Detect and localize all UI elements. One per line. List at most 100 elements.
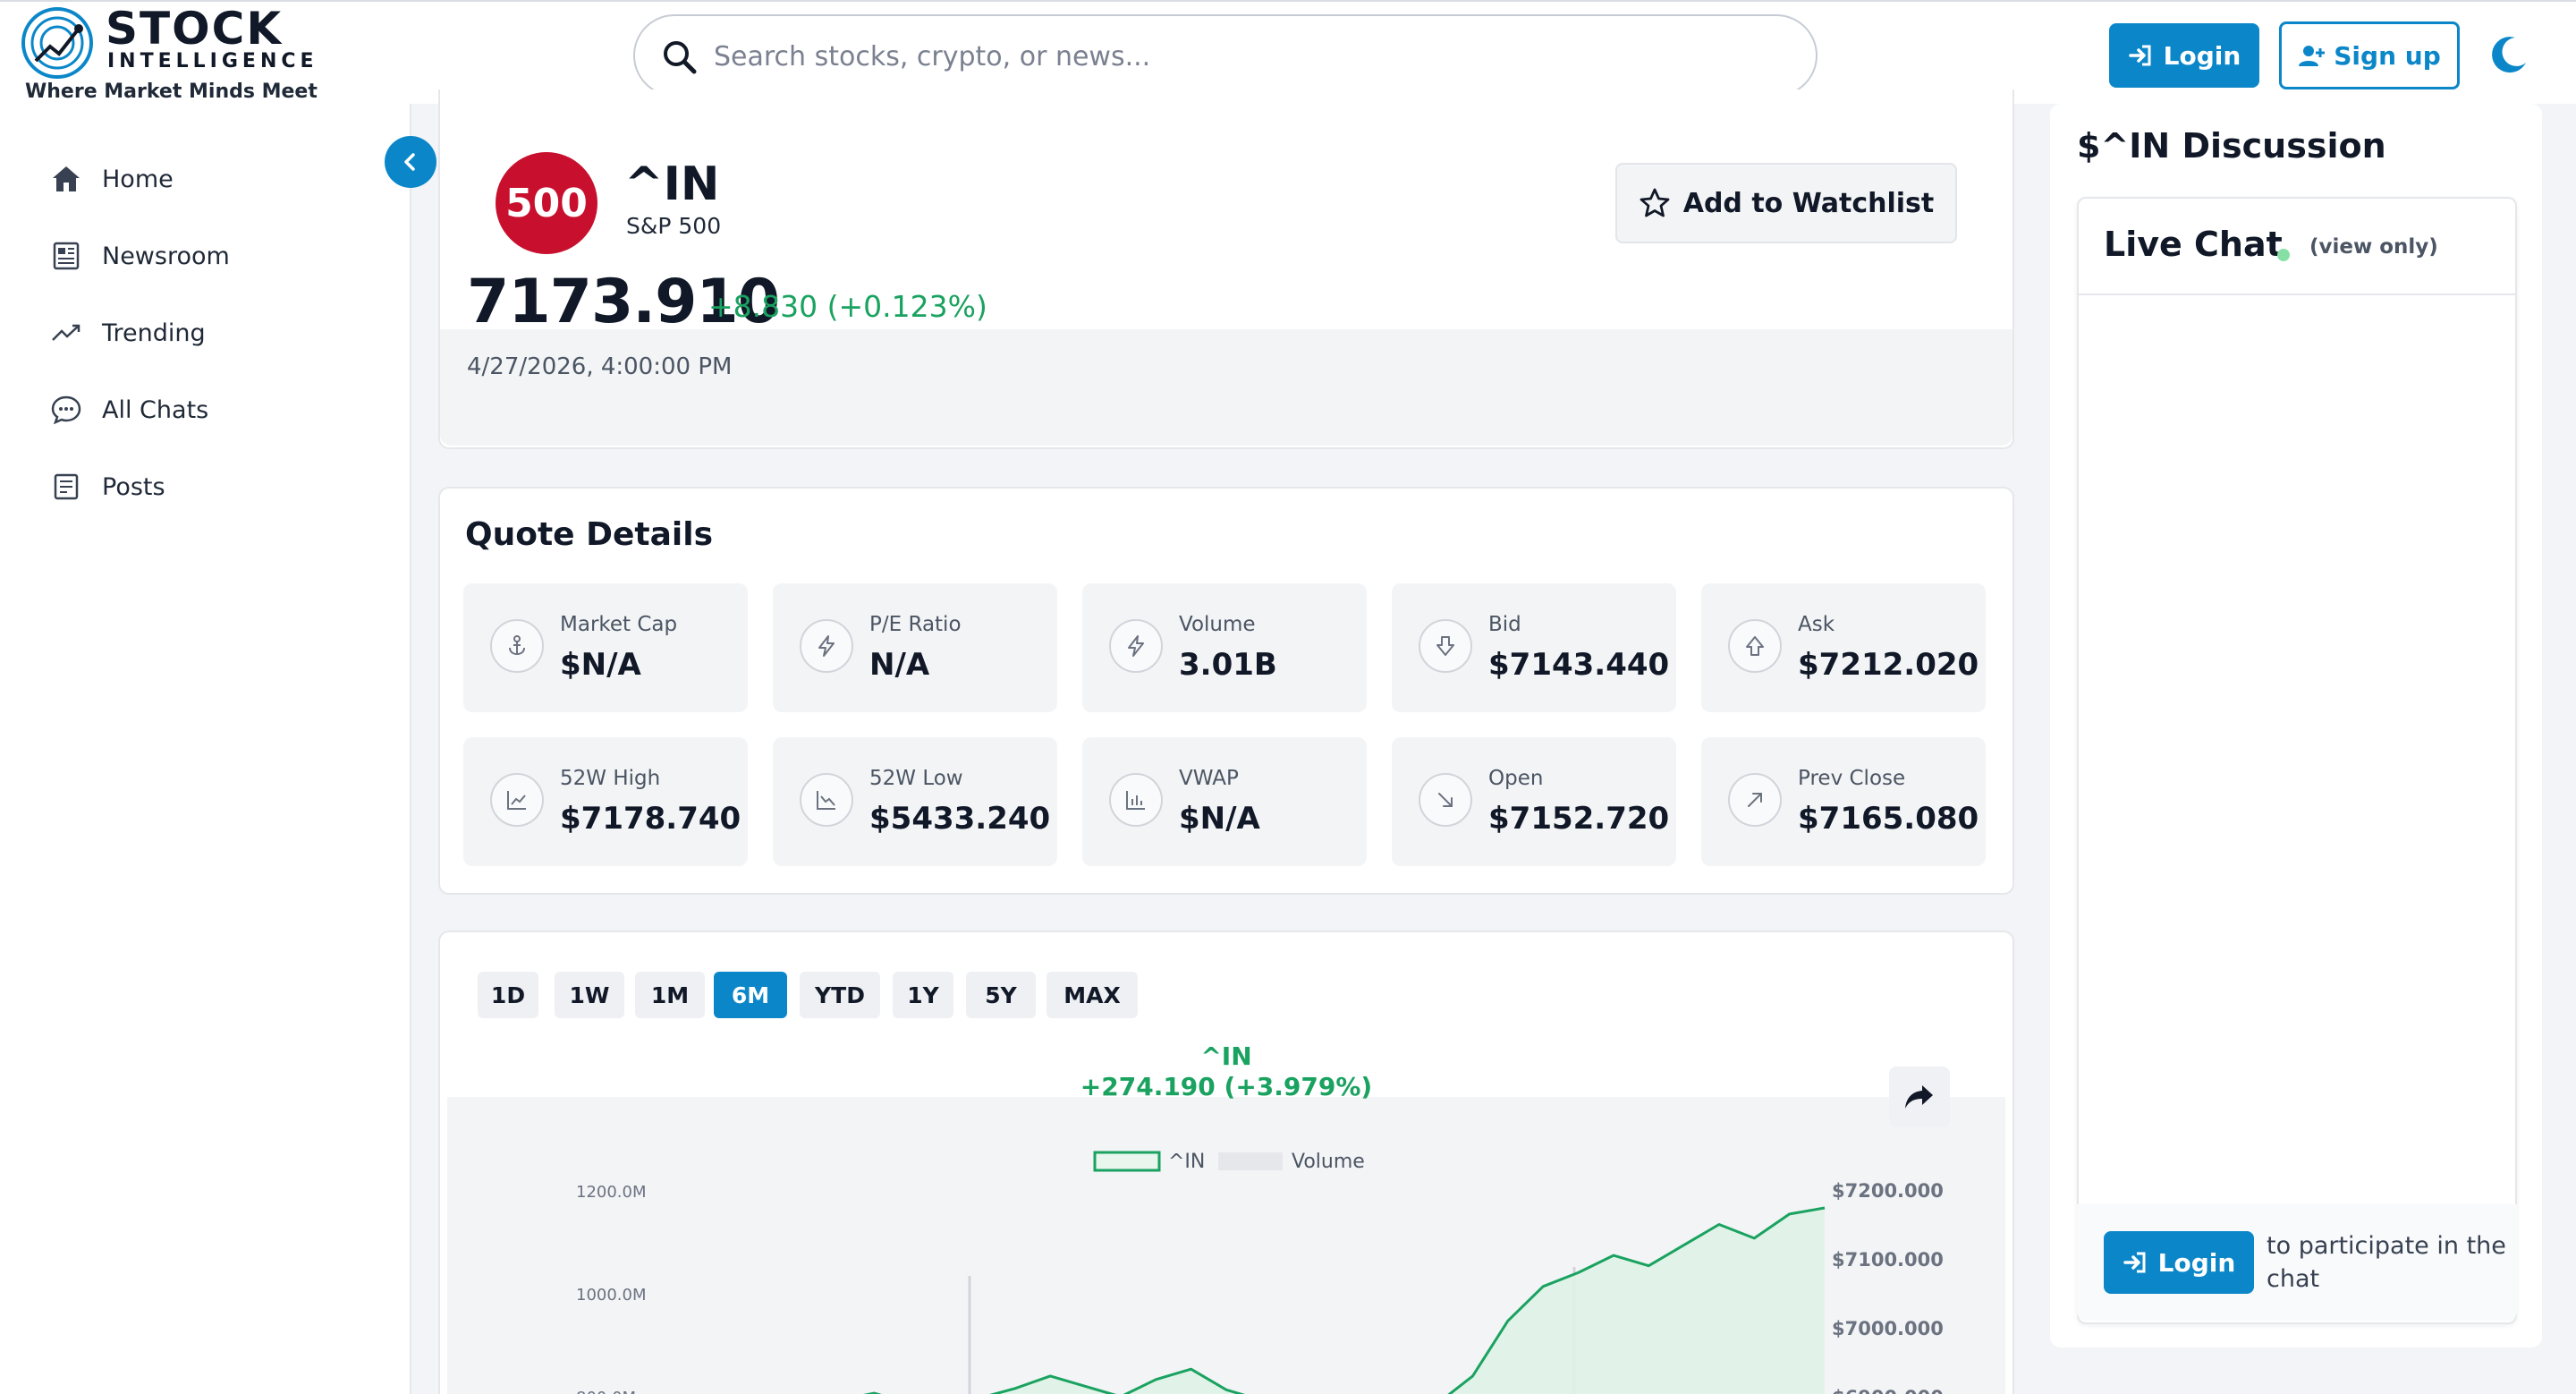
tile-label: 52W High (560, 767, 661, 790)
home-icon (53, 166, 80, 191)
quote-tile-vwap: VWAP $N/A (1082, 737, 1367, 866)
chat-login-button[interactable]: Login (2104, 1231, 2254, 1294)
signup-button-label: Sign up (2334, 40, 2441, 71)
sidebar-item-label: Newsroom (102, 242, 230, 270)
star-icon (1640, 188, 1670, 217)
search-icon (664, 41, 697, 74)
legend-label-volume: Volume (1292, 1151, 1365, 1173)
live-status-dot (2277, 249, 2290, 261)
arrow-up-right-icon (1728, 773, 1782, 827)
tile-label: 52W Low (869, 767, 963, 790)
tile-label: Market Cap (560, 613, 678, 636)
price-chart-card: 1D 1W 1M 6M YTD 1Y 5Y MAX ^IN Volume 1200.… (438, 931, 2014, 1394)
tile-label: Prev Close (1798, 767, 1906, 790)
add-to-watchlist-button[interactable]: Add to Watchlist (1615, 163, 1957, 243)
sidebar-item-label: All Chats (102, 395, 209, 424)
chat-login-hint: to participate in the chat (2267, 1232, 2506, 1293)
stock-overview-card: 500 ^IN S&P 500 7173.910 +8.830 (+0.123%… (438, 89, 2014, 449)
price-line (863, 1206, 1826, 1394)
bolt-icon (800, 619, 853, 673)
y-left-tick-label: 800.0M (576, 1389, 636, 1394)
login-icon (2123, 1252, 2146, 1273)
quote-details-title: Quote Details (465, 516, 714, 553)
share-button[interactable] (1889, 1067, 1950, 1127)
sidebar-item-newsroom[interactable]: Newsroom (50, 229, 372, 283)
quote-tile-volume: Volume 3.01B (1082, 583, 1367, 712)
range-button-1y[interactable]: 1Y (893, 972, 953, 1018)
sidebar-item-label: Posts (102, 472, 165, 501)
tile-label: Open (1488, 767, 1544, 790)
tile-value: N/A (869, 647, 930, 683)
quote-tile-52w-high: 52W High $7178.740 (463, 737, 748, 866)
arrow-down-icon (1419, 619, 1472, 673)
price-volume-chart[interactable]: ^IN Volume 1200.0M 1000.0M 800.0M $7200.000 $7… (447, 1097, 2005, 1394)
stock-price: 7173.910 (467, 267, 780, 337)
login-button-label: Login (2163, 40, 2241, 71)
live-chat-box: Live Chat (view only) (2077, 197, 2517, 1324)
search-input[interactable] (714, 34, 1769, 79)
chat-header: Live Chat (view only) (2079, 199, 2515, 295)
quote-tile-market-cap: Market Cap $N/A (463, 583, 748, 712)
stock-logo: 500 (496, 152, 597, 254)
login-button[interactable]: Login (2109, 23, 2259, 88)
view-only-label: (view only) (2309, 235, 2438, 259)
discussion-title: $^IN Discussion (2077, 126, 2386, 166)
range-button-ytd[interactable]: YTD (800, 972, 880, 1018)
chart-up-icon (490, 773, 544, 827)
quote-tile-pe-ratio: P/E Ratio N/A (773, 583, 1057, 712)
quote-tile-bid: Bid $7143.440 (1392, 583, 1676, 712)
tile-value: $7152.720 (1488, 801, 1670, 837)
chart-plot-area[interactable]: ^IN Volume 1200.0M 1000.0M 800.0M $7200.000 $7… (447, 1097, 2005, 1394)
stock-timestamp: 4/27/2026, 4:00:00 PM (467, 353, 733, 380)
tile-value: 3.01B (1179, 647, 1277, 683)
posts-icon (54, 473, 79, 500)
tile-value: $7165.080 (1798, 801, 1979, 837)
newspaper-icon (53, 242, 80, 270)
range-button-5y[interactable]: 5Y (966, 972, 1036, 1018)
price-area-fill (869, 1208, 1825, 1394)
search-bar[interactable] (633, 14, 1818, 97)
quote-tile-open: Open $7152.720 (1392, 737, 1676, 866)
sidebar-item-all-chats[interactable]: All Chats (50, 383, 372, 437)
sidebar-item-posts[interactable]: Posts (50, 460, 372, 514)
quote-tile-prev-close: Prev Close $7165.080 (1701, 737, 1986, 866)
legend-swatch-volume (1218, 1152, 1283, 1170)
watchlist-label: Add to Watchlist (1682, 187, 1935, 219)
tile-value: $7178.740 (560, 801, 741, 837)
range-button-max[interactable]: MAX (1046, 972, 1138, 1018)
sidebar-item-label: Trending (102, 319, 206, 347)
tile-value: $7212.020 (1798, 647, 1979, 683)
bar-chart-icon (1109, 773, 1163, 827)
brand-title[interactable]: STOCK (106, 3, 284, 55)
chat-login-footer: Login to participate in the chat (2077, 1204, 2517, 1321)
stock-ticker: ^IN (624, 157, 720, 211)
bolt-icon (1109, 619, 1163, 673)
signup-button[interactable]: Sign up (2279, 21, 2460, 89)
chevron-left-icon (404, 153, 415, 171)
tile-label: Ask (1798, 613, 1835, 636)
anchor-icon (490, 619, 544, 673)
tile-label: P/E Ratio (869, 613, 962, 636)
tile-label: VWAP (1179, 767, 1239, 790)
y-right-tick-label: $7100.000 (1832, 1249, 1944, 1271)
range-button-1w[interactable]: 1W (555, 972, 624, 1018)
chat-icon (51, 395, 81, 425)
y-right-tick-label: $6900.000 (1832, 1387, 1944, 1394)
range-button-6m[interactable]: 6M (714, 972, 787, 1018)
sidebar-item-trending[interactable]: Trending (50, 306, 372, 360)
stock-name: S&P 500 (626, 213, 722, 239)
y-right-tick-label: $7200.000 (1832, 1180, 1944, 1202)
sidebar-item-home[interactable]: Home (50, 152, 372, 206)
chat-title: Live Chat (2104, 225, 2283, 264)
brand-logo-icon[interactable] (20, 5, 95, 81)
tile-value: $7143.440 (1488, 647, 1670, 683)
collapse-sidebar-button[interactable] (385, 136, 436, 188)
arrow-up-icon (1728, 619, 1782, 673)
dark-mode-icon[interactable] (2488, 34, 2529, 75)
login-icon (2128, 45, 2151, 66)
y-left-tick-label: 1200.0M (576, 1183, 647, 1202)
range-button-1d[interactable]: 1D (478, 972, 538, 1018)
chat-login-label: Login (2157, 1247, 2236, 1278)
range-button-1m[interactable]: 1M (635, 972, 705, 1018)
brand-subtitle: INTELLIGENCE (107, 50, 318, 72)
